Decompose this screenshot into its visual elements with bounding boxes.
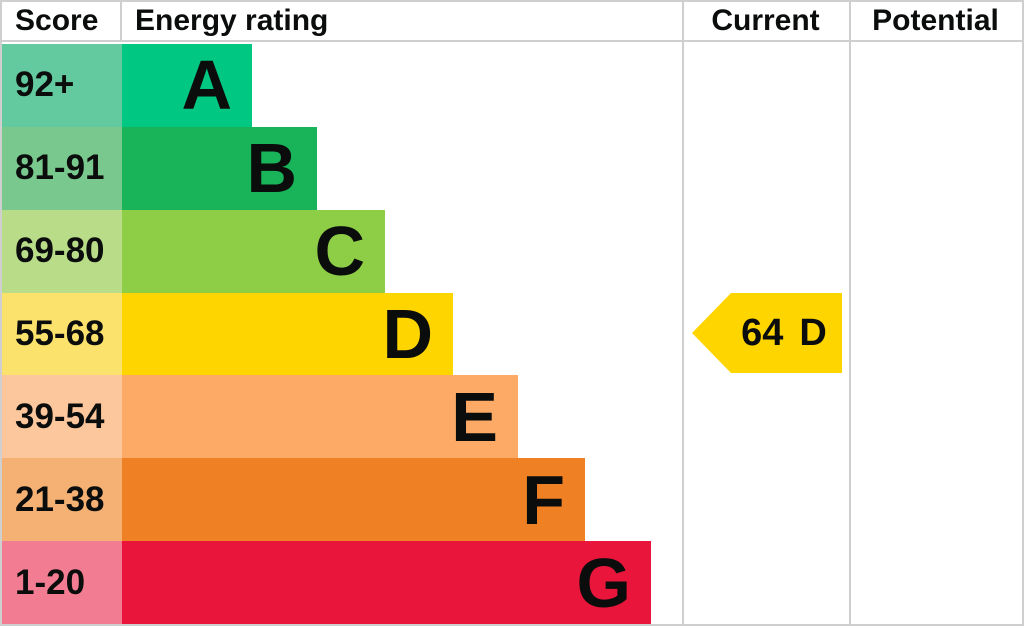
current-rating-value: 64 bbox=[741, 311, 784, 354]
band-row-g: 1-20 G bbox=[2, 541, 1022, 624]
band-bar: A bbox=[122, 44, 252, 127]
header-energy-rating: Energy rating bbox=[135, 4, 329, 37]
band-row-c: 69-80 C bbox=[2, 209, 1022, 293]
current-column-divider bbox=[682, 2, 684, 624]
band-row-f: 21-38 F bbox=[2, 458, 1022, 542]
band-row-e: 39-54 E bbox=[2, 375, 1022, 459]
band-bar: E bbox=[122, 375, 518, 459]
band-score: 92+ bbox=[2, 44, 122, 127]
table-header: Score Energy rating Current Potential bbox=[2, 2, 1022, 42]
band-score: 55-68 bbox=[2, 292, 122, 376]
band-score: 39-54 bbox=[2, 375, 122, 459]
band-row-a: 92+ A bbox=[2, 44, 1022, 127]
potential-column-divider bbox=[849, 2, 851, 624]
header-current: Current bbox=[711, 4, 820, 37]
band-bar: D bbox=[122, 292, 453, 376]
band-bar: B bbox=[122, 126, 317, 210]
band-score: 21-38 bbox=[2, 458, 122, 542]
band-score: 1-20 bbox=[2, 541, 122, 624]
band-row-b: 81-91 B bbox=[2, 126, 1022, 210]
header-potential: Potential bbox=[872, 4, 999, 37]
current-rating-letter: D bbox=[799, 311, 827, 354]
band-row-d: 55-68 D bbox=[2, 292, 1022, 376]
header-score: Score bbox=[2, 2, 122, 40]
band-bar: F bbox=[122, 458, 585, 542]
band-bar: C bbox=[122, 209, 385, 293]
band-score: 81-91 bbox=[2, 126, 122, 210]
band-score: 69-80 bbox=[2, 209, 122, 293]
band-bar: G bbox=[122, 541, 651, 624]
band-rows: 92+ A 81-91 B 69-80 C 55-68 D 39-54 E 21… bbox=[2, 44, 1022, 624]
